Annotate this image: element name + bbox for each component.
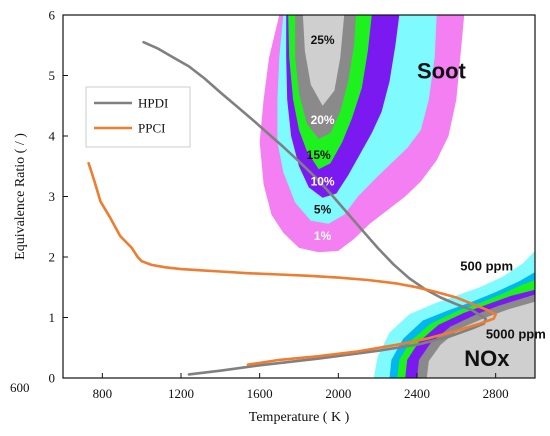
y-tick-label: 0: [49, 371, 56, 386]
soot-contour-label-2: 10%: [311, 175, 335, 189]
series-line-ppci: [87, 161, 497, 366]
legend-label-ppci: PPCI: [138, 121, 165, 136]
legend-label-hpdi: HPDI: [138, 96, 168, 111]
axis-ticks: 600 800 1200 1600 2000 2400 2800 0 1 2 3 4 5 6: [10, 8, 509, 402]
nox-contour-label-4: 5000 ppm: [486, 327, 546, 342]
series-line-hpdi: [142, 40, 488, 376]
x-tick-label: 800: [93, 386, 113, 401]
y-tick-label: 2: [49, 250, 56, 265]
x-tick-label: 1200: [168, 386, 194, 401]
x-tick-label: 2000: [325, 386, 351, 401]
x-tick-label: 600: [10, 380, 30, 395]
soot-contour-label-3: 15%: [307, 148, 331, 162]
soot-contour-label-0: 1%: [314, 229, 332, 243]
soot-contour-label-5: 25%: [311, 33, 335, 47]
y-axis-label: Equivalence Ratio ( / ): [13, 133, 28, 260]
y-tick-label: 6: [49, 8, 56, 23]
nox-contour-5: [426, 301, 535, 378]
y-tick-label: 5: [49, 68, 56, 83]
legend: HPDI PPCI: [85, 86, 191, 148]
nox-contour-label-0: 500 ppm: [460, 258, 513, 273]
x-tick-label: 2400: [404, 386, 430, 401]
contour-labels: 1% 5% 10% 15% 20% 25% 500 ppm 5000 ppm Soot NOx: [307, 33, 546, 371]
soot-contour-5: [302, 15, 345, 106]
soot-contours: [259, 15, 465, 253]
nox-contours: [373, 250, 535, 378]
legend-box: [85, 86, 191, 148]
y-tick-label: 3: [49, 189, 56, 204]
y-tick-label: 1: [49, 310, 56, 325]
soot-contour-label-4: 20%: [311, 113, 335, 127]
y-tick-label: 4: [49, 129, 56, 144]
x-tick-label: 2800: [483, 386, 509, 401]
nox-label: NOx: [464, 346, 510, 371]
soot-contour-label-1: 5%: [314, 202, 332, 216]
x-axis-label: Temperature ( K ): [249, 410, 350, 425]
series-lines: [87, 40, 497, 376]
x-tick-label: 1600: [247, 386, 273, 401]
soot-label: Soot: [417, 59, 467, 84]
